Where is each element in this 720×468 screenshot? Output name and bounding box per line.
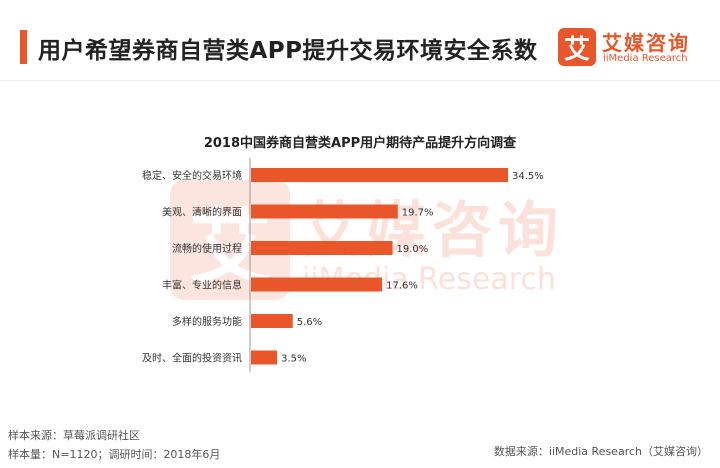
bar: [251, 168, 508, 182]
category-label: 多样的服务功能: [172, 315, 242, 328]
logo-mark: 艾: [558, 28, 596, 66]
bar-chart: 稳定、安全的交易环境 34.5% 美观、清晰的界面 19.7% 流畅的使用过程 19.0%…: [142, 158, 544, 372]
bar: [251, 241, 393, 255]
bar: [251, 350, 278, 365]
header-divider: [0, 80, 720, 81]
bar: [251, 277, 383, 292]
value-label: 34.5%: [512, 171, 544, 182]
category-label: 及时、全面的投资资讯: [142, 352, 242, 365]
logo-name-cn: 艾媒咨询: [602, 31, 690, 55]
category-label: 流畅的使用过程: [172, 242, 242, 255]
bar: [251, 314, 293, 328]
brand-logo: 艾 艾媒咨询 iiMedia Research: [558, 26, 708, 70]
logo-name-en: iiMedia Research: [603, 53, 688, 64]
sample-source-text: 样本来源：草莓派调研社区: [8, 429, 140, 442]
sample-info-text: 样本量：N=1120；调研时间：2018年6月: [8, 448, 221, 461]
category-label: 丰富、专业的信息: [162, 279, 242, 292]
data-source-text: 数据来源：iiMedia Research（艾媒咨询）: [493, 445, 708, 458]
bar: [251, 204, 398, 219]
sample-source: 样本来源：草莓派调研社区 样本量：N=1120；调研时间：2018年6月: [8, 426, 220, 464]
value-label: 19.0%: [397, 244, 429, 255]
page-title: 用户希望券商自营类APP提升交易环境安全系数: [38, 38, 538, 64]
value-label: 17.6%: [386, 281, 418, 292]
title-accent-bar: [20, 30, 27, 64]
category-label: 美观、清晰的界面: [162, 206, 242, 219]
category-label: 稳定、安全的交易环境: [142, 169, 242, 182]
value-label: 5.6%: [297, 317, 322, 328]
value-label: 3.5%: [281, 354, 306, 365]
chart-title: 2018中国券商自营类APP用户期待产品提升方向调查: [203, 136, 517, 151]
value-label: 19.7%: [402, 208, 434, 219]
